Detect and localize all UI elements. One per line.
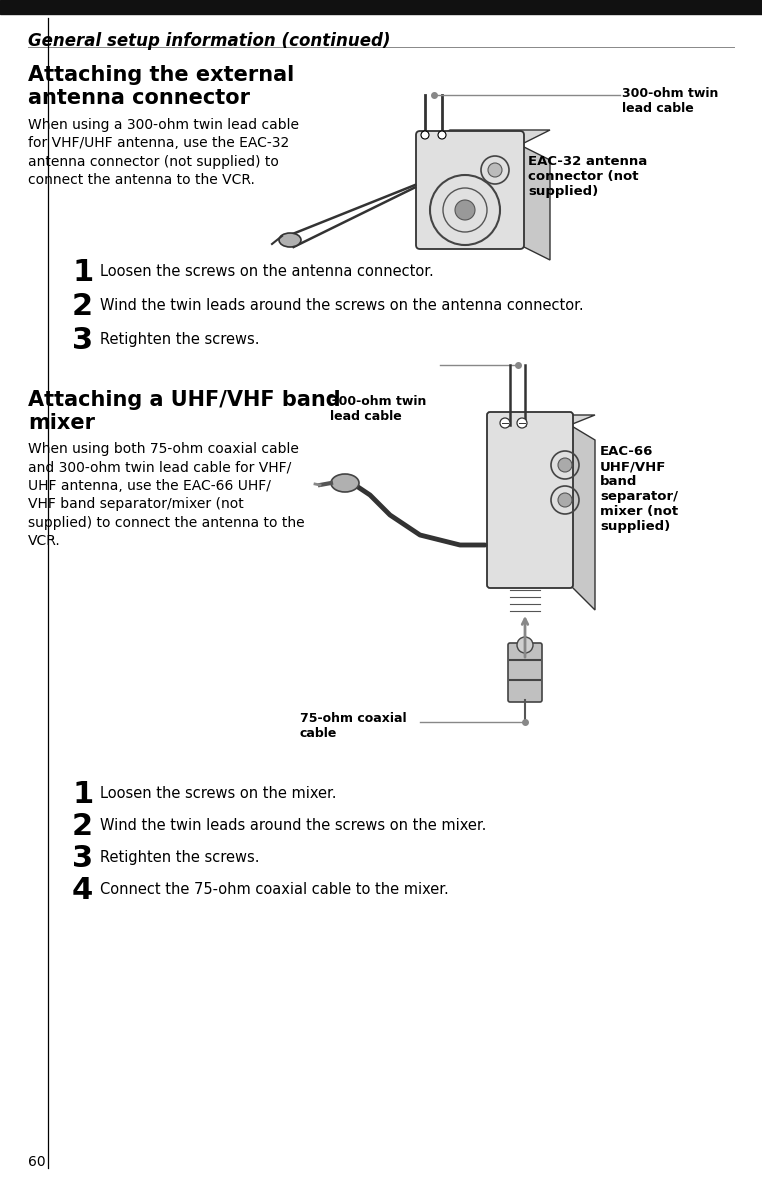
Text: Wind the twin leads around the screws on the antenna connector.: Wind the twin leads around the screws on… — [100, 298, 584, 313]
Text: 3: 3 — [72, 844, 93, 873]
Circle shape — [488, 163, 502, 177]
Text: EAC-32 antenna
connector (not
supplied): EAC-32 antenna connector (not supplied) — [528, 155, 647, 199]
Text: Loosen the screws on the mixer.: Loosen the screws on the mixer. — [100, 786, 337, 801]
Text: Loosen the screws on the antenna connector.: Loosen the screws on the antenna connect… — [100, 264, 434, 279]
Text: 300-ohm twin
lead cable: 300-ohm twin lead cable — [622, 87, 719, 115]
Circle shape — [421, 131, 429, 139]
Text: 3: 3 — [72, 326, 93, 355]
Text: Retighten the screws.: Retighten the screws. — [100, 332, 260, 348]
Circle shape — [558, 493, 572, 507]
Polygon shape — [520, 145, 550, 260]
Text: 1: 1 — [72, 258, 93, 287]
Circle shape — [438, 131, 446, 139]
Text: 60: 60 — [28, 1155, 46, 1169]
Ellipse shape — [331, 474, 359, 492]
Bar — [0, 0, 762, 14]
Circle shape — [517, 637, 533, 652]
FancyBboxPatch shape — [487, 413, 573, 587]
Circle shape — [517, 418, 527, 428]
Text: Wind the twin leads around the screws on the mixer.: Wind the twin leads around the screws on… — [100, 818, 486, 833]
Text: EAC-66
UHF/VHF
band
separator/
mixer (not
supplied): EAC-66 UHF/VHF band separator/ mixer (no… — [600, 444, 678, 533]
Text: Attaching a UHF/VHF band
mixer: Attaching a UHF/VHF band mixer — [28, 390, 341, 433]
Circle shape — [455, 200, 475, 220]
FancyBboxPatch shape — [508, 643, 542, 702]
Text: When using a 300-ohm twin lead cable
for VHF/UHF antenna, use the EAC-32
antenna: When using a 300-ohm twin lead cable for… — [28, 118, 299, 187]
Polygon shape — [490, 415, 595, 426]
Polygon shape — [570, 426, 595, 610]
Text: 4: 4 — [72, 876, 93, 905]
Ellipse shape — [279, 233, 301, 247]
Text: 2: 2 — [72, 292, 93, 322]
Text: Attaching the external
antenna connector: Attaching the external antenna connector — [28, 65, 294, 109]
Text: Connect the 75-ohm coaxial cable to the mixer.: Connect the 75-ohm coaxial cable to the … — [100, 882, 449, 897]
Circle shape — [558, 457, 572, 472]
Text: Retighten the screws.: Retighten the screws. — [100, 850, 260, 865]
Text: General setup information (continued): General setup information (continued) — [28, 32, 390, 50]
Text: 300-ohm twin
lead cable: 300-ohm twin lead cable — [330, 395, 427, 423]
Text: 2: 2 — [72, 812, 93, 842]
Circle shape — [500, 418, 510, 428]
Polygon shape — [420, 130, 550, 145]
Text: 75-ohm coaxial
cable: 75-ohm coaxial cable — [300, 712, 407, 740]
Text: 1: 1 — [72, 780, 93, 808]
FancyBboxPatch shape — [416, 131, 524, 249]
Text: When using both 75-ohm coaxial cable
and 300-ohm twin lead cable for VHF/
UHF an: When using both 75-ohm coaxial cable and… — [28, 442, 305, 548]
